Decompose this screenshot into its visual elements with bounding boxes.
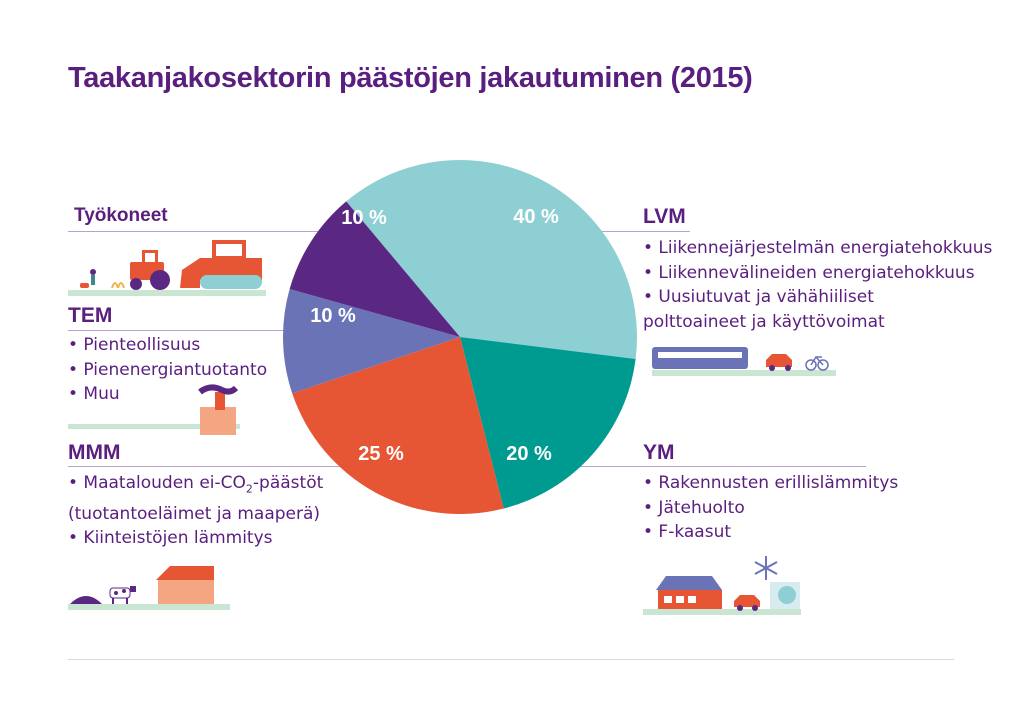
- list-item: • Muu: [68, 384, 120, 404]
- pie-slice-tem: [282, 289, 460, 394]
- tyokoneet-leader-line: [68, 231, 388, 232]
- list-item: • Liikennejärjestelmän energiatehokkuus: [643, 238, 993, 258]
- list-item: • Liikennevälineiden energiatehokkuus: [643, 262, 975, 283]
- bottom-divider: [68, 659, 954, 660]
- pie-slice-mmm: [292, 337, 504, 514]
- tem-list: • Pienteollisuus • Pienenergiantuotanto …: [68, 333, 267, 407]
- list-item: (tuotantoeläimet ja maaperä): [68, 503, 321, 524]
- sector-lvm-name: LVM: [643, 205, 686, 228]
- slice-label-ym: 20 %: [506, 443, 552, 465]
- slice-label-mmm: 25 %: [358, 443, 404, 465]
- slice-label-lvm: 40 %: [513, 206, 559, 228]
- pie-slice-lvm: [346, 160, 637, 360]
- sector-tem-name: TEM: [68, 304, 113, 327]
- sector-tyokoneet-name: Työkoneet: [74, 205, 168, 226]
- list-item: polttoaineet ja käyttövoimat: [643, 311, 885, 332]
- list-item: • Pienteollisuus: [68, 335, 201, 355]
- slice-label-tem: 10 %: [310, 305, 356, 327]
- list-item: • Rakennusten erillislämmitys: [643, 473, 899, 493]
- slice-label-tyokoneet: 10 %: [341, 207, 387, 229]
- list-item: • Maatalouden ei-CO2-päästöt: [68, 473, 324, 496]
- ym-list: • Rakennusten erillislämmitys • Jätehuol…: [643, 471, 898, 545]
- pie-slice-ym: [460, 337, 636, 509]
- list-item: • F-kaasut: [643, 522, 732, 542]
- sector-ym-name: YM: [643, 441, 675, 464]
- ym-leader-line: [500, 466, 866, 467]
- pie-slice-tyokoneet: [289, 201, 460, 337]
- list-item: • Uusiutuvat ja vähähiiliset: [643, 287, 874, 307]
- list-item: • Jätehuolto: [643, 497, 745, 518]
- list-item: • Pienenergiantuotanto: [68, 359, 268, 380]
- sector-mmm-name: MMM: [68, 441, 121, 464]
- tem-leader-line: [68, 330, 338, 331]
- mmm-leader-line: [68, 466, 408, 467]
- mmm-list: • Maatalouden ei-CO2-päästöt (tuotantoel…: [68, 471, 323, 551]
- list-item: • Kiinteistöjen lämmitys: [68, 528, 273, 549]
- chart-title: Taakanjakosektorin päästöjen jakautumine…: [68, 62, 753, 94]
- lvm-list: • Liikennejärjestelmän energiatehokkuus …: [643, 236, 992, 334]
